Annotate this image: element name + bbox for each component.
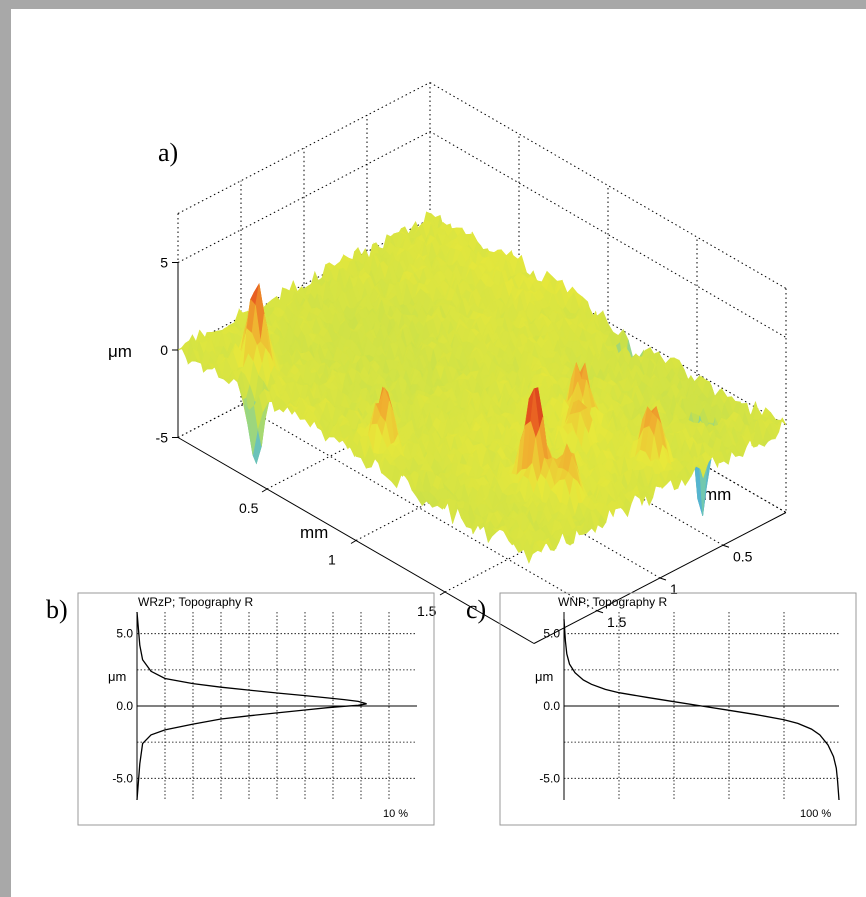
panel-b-title: WRzP; Topography R <box>138 595 253 609</box>
panel-c-y-tick-label: -5.0 <box>539 771 560 785</box>
panel-c-x-end-label: 100 % <box>800 808 831 820</box>
y-tick-label: 1 <box>670 581 678 597</box>
y-tick <box>722 544 730 548</box>
panel-c-unit: μm <box>535 669 553 684</box>
panel-c-curve <box>563 619 840 801</box>
back-wall-top-right-edge <box>429 82 787 289</box>
panel-b-y-tick-label: 5.0 <box>116 627 133 641</box>
panel-b-unit: μm <box>108 669 126 684</box>
y-tick <box>659 577 667 581</box>
panel-c-label: c) <box>466 595 486 624</box>
z-axis-label: μm <box>108 342 132 361</box>
frame-top-border <box>0 0 866 9</box>
panel-a-label: a) <box>158 138 178 167</box>
panel-b-y-tick-label: 0.0 <box>116 699 133 713</box>
z-tick-label: -5 <box>156 430 169 446</box>
panel-b-y-tick-label: -5.0 <box>112 771 133 785</box>
frame-left-border <box>0 0 11 897</box>
panel-c-y-tick-label: 0.0 <box>543 699 560 713</box>
panel-b-label: b) <box>46 595 68 624</box>
x-tick <box>350 540 357 544</box>
x-tick <box>261 488 268 493</box>
y-tick-label: 0.5 <box>733 548 753 564</box>
x-tick-label: 1.5 <box>417 603 437 619</box>
z-gridline <box>177 130 787 338</box>
x-tick-label: 1 <box>328 552 336 568</box>
y-tick-label: 1.5 <box>607 614 627 630</box>
x-tick-label: 0.5 <box>239 500 259 516</box>
y-axis-label: mm <box>703 485 731 504</box>
x-tick <box>439 591 446 596</box>
z-tick-label: 5 <box>160 255 168 271</box>
panel-b-chart: WRzP; Topography R μm 10 % 5.0 0.0 -5.0 <box>77 592 435 826</box>
x-axis-label: mm <box>300 523 328 542</box>
surface-plot: 5 0 -5 0.5 1 1.5 0.5 1 1.5 <box>156 82 787 644</box>
y-tick <box>596 610 604 614</box>
panel-c-y-tick-label: 5.0 <box>543 627 560 641</box>
panel-c-chart: WNP; Topography R μm 100 % 5.0 0.0 -5.0 <box>499 592 857 826</box>
panel-c-title: WNP; Topography R <box>558 595 667 609</box>
z-tick-label: 0 <box>160 342 168 358</box>
panel-b-x-end-label: 10 % <box>383 808 408 820</box>
